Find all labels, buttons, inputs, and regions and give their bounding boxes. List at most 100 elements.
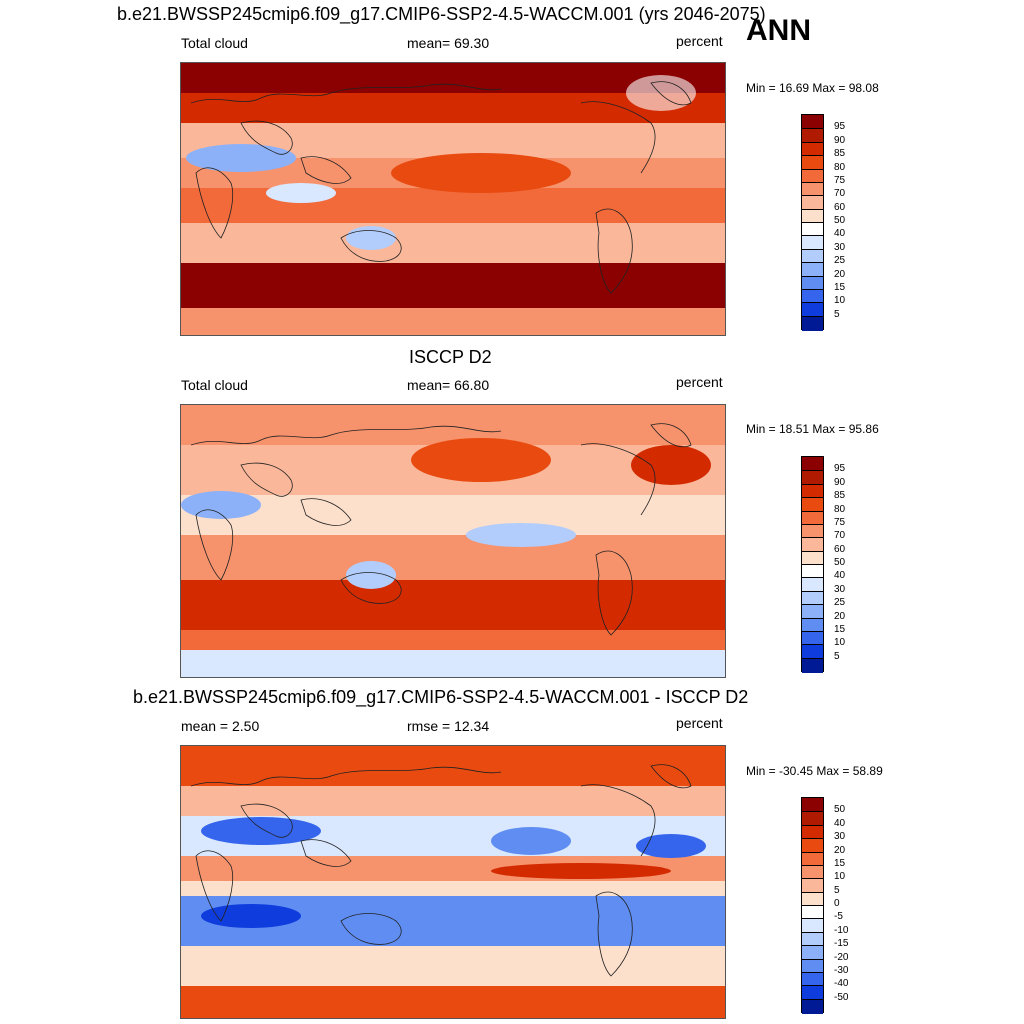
colorbar-tick-label: 85: [834, 148, 846, 160]
colorbar-segment: [802, 905, 823, 920]
colorbar-segment: [802, 195, 823, 211]
colorbar-tick-label: -10: [834, 924, 849, 936]
colorbar-segment: [802, 470, 823, 486]
colorbar-tick-label: 30: [834, 583, 846, 595]
colorbar-segment: [802, 550, 823, 566]
colorbar-tick-label: 25: [834, 597, 846, 609]
colorbar-segment: [802, 315, 823, 331]
panel-title: b.e21.BWSSP245cmip6.f09_g17.CMIP6-SSP2-4…: [117, 4, 766, 24]
units-label: percent: [676, 33, 723, 49]
colorbar-segment: [802, 931, 823, 947]
minmax-label: Min = 18.51 Max = 95.86: [746, 422, 879, 436]
map-difference-total-cloud: [180, 745, 726, 1019]
colorbar: [801, 456, 824, 673]
colorbar-tick-label: -40: [834, 978, 849, 990]
colorbar-tick-label: 70: [834, 530, 846, 542]
colorbar-tick-label: 70: [834, 188, 846, 200]
mean-label: mean = 2.50: [181, 718, 260, 734]
colorbar-segment: [802, 222, 823, 237]
colorbar-tick-label: -50: [834, 991, 849, 1003]
colorbar-segment: [802, 798, 823, 812]
colorbar-tick-label: 90: [834, 134, 846, 146]
colorbar-tick-label: 10: [834, 871, 846, 883]
colorbar-tick-label: 90: [834, 476, 846, 488]
colorbar-segment: [802, 617, 823, 633]
colorbar-segment: [802, 811, 823, 827]
colorbar-segment: [802, 208, 823, 224]
variable-label: Total cloud: [181, 35, 248, 51]
colorbar-tick-label: 40: [834, 817, 846, 829]
panel-title: b.e21.BWSSP245cmip6.f09_g17.CMIP6-SSP2-4…: [133, 687, 749, 707]
colorbar-segment: [802, 128, 823, 144]
colorbar-tick-label: -30: [834, 964, 849, 976]
colorbar-segment: [802, 564, 823, 579]
colorbar-tick-label: 60: [834, 543, 846, 555]
colorbar-segment: [802, 590, 823, 606]
colorbar-segment: [802, 181, 823, 197]
colorbar-segment: [802, 998, 823, 1014]
colorbar-tick-label: 40: [834, 570, 846, 582]
colorbar-tick-label: 75: [834, 174, 846, 186]
panel-title: ISCCP D2: [409, 347, 492, 367]
colorbar-segment: [802, 457, 823, 471]
colorbar-tick-label: 20: [834, 268, 846, 280]
colorbar-segment: [802, 918, 823, 934]
colorbar-tick-label: 10: [834, 637, 846, 649]
colorbar-segment: [802, 115, 823, 129]
colorbar-segment: [802, 523, 823, 539]
colorbar-tick-label: 20: [834, 610, 846, 622]
colorbar-segment: [802, 275, 823, 291]
colorbar-segment: [802, 971, 823, 987]
colorbar-segment: [802, 510, 823, 526]
colorbar-tick-label: 5: [834, 884, 840, 896]
colorbar-segment: [802, 168, 823, 184]
colorbar-tick-label: 80: [834, 503, 846, 515]
colorbar-segment: [802, 537, 823, 553]
colorbar-segment: [802, 864, 823, 880]
colorbar-segment: [802, 577, 823, 593]
colorbar-tick-label: 50: [834, 557, 846, 568]
rmse-label: rmse = 12.34: [407, 718, 490, 734]
colorbar-tick-label: 5: [834, 650, 840, 662]
colorbar-segment: [802, 262, 823, 277]
colorbar-tick-label: 75: [834, 516, 846, 528]
colorbar-segment: [802, 235, 823, 251]
colorbar-tick-label: 95: [834, 121, 846, 133]
colorbar-segment: [802, 824, 823, 840]
colorbar-tick-label: 40: [834, 228, 846, 240]
colorbar-segment: [802, 155, 823, 170]
colorbar-tick-label: 30: [834, 241, 846, 253]
mean-label: mean= 69.30: [407, 35, 490, 51]
map-isccp-total-cloud: [180, 404, 726, 678]
colorbar-tick-label: -5: [834, 911, 843, 923]
colorbar-segment: [802, 497, 823, 512]
colorbar-segment: [802, 248, 823, 264]
colorbar-segment: [802, 985, 823, 1001]
colorbar-tick-label: 30: [834, 831, 846, 843]
colorbar-tick-label: 95: [834, 463, 846, 475]
colorbar-tick-label: 0: [834, 898, 840, 909]
colorbar-tick-label: 50: [834, 215, 846, 226]
units-label: percent: [676, 374, 723, 390]
colorbar-segment: [802, 141, 823, 157]
colorbar-segment: [802, 838, 823, 853]
minmax-label: Min = -30.45 Max = 58.89: [746, 764, 883, 778]
colorbar: [801, 114, 824, 331]
colorbar-segment: [802, 630, 823, 646]
colorbar-tick-label: 60: [834, 201, 846, 213]
colorbar-tick-label: 50: [834, 804, 846, 816]
variable-label: Total cloud: [181, 377, 248, 393]
map-model-total-cloud: [180, 62, 726, 336]
colorbar-tick-label: 15: [834, 623, 846, 635]
mean-label: mean= 66.80: [407, 377, 490, 393]
colorbar-tick-label: -20: [834, 951, 849, 963]
units-label: percent: [676, 715, 723, 731]
colorbar-tick-label: 10: [834, 295, 846, 307]
season-annotation: ANN: [746, 14, 811, 47]
colorbar-tick-label: 80: [834, 161, 846, 173]
colorbar-segment: [802, 891, 823, 907]
colorbar-tick-label: 25: [834, 255, 846, 267]
colorbar-segment: [802, 945, 823, 960]
colorbar-tick-label: 15: [834, 857, 846, 869]
colorbar-segment: [802, 657, 823, 673]
